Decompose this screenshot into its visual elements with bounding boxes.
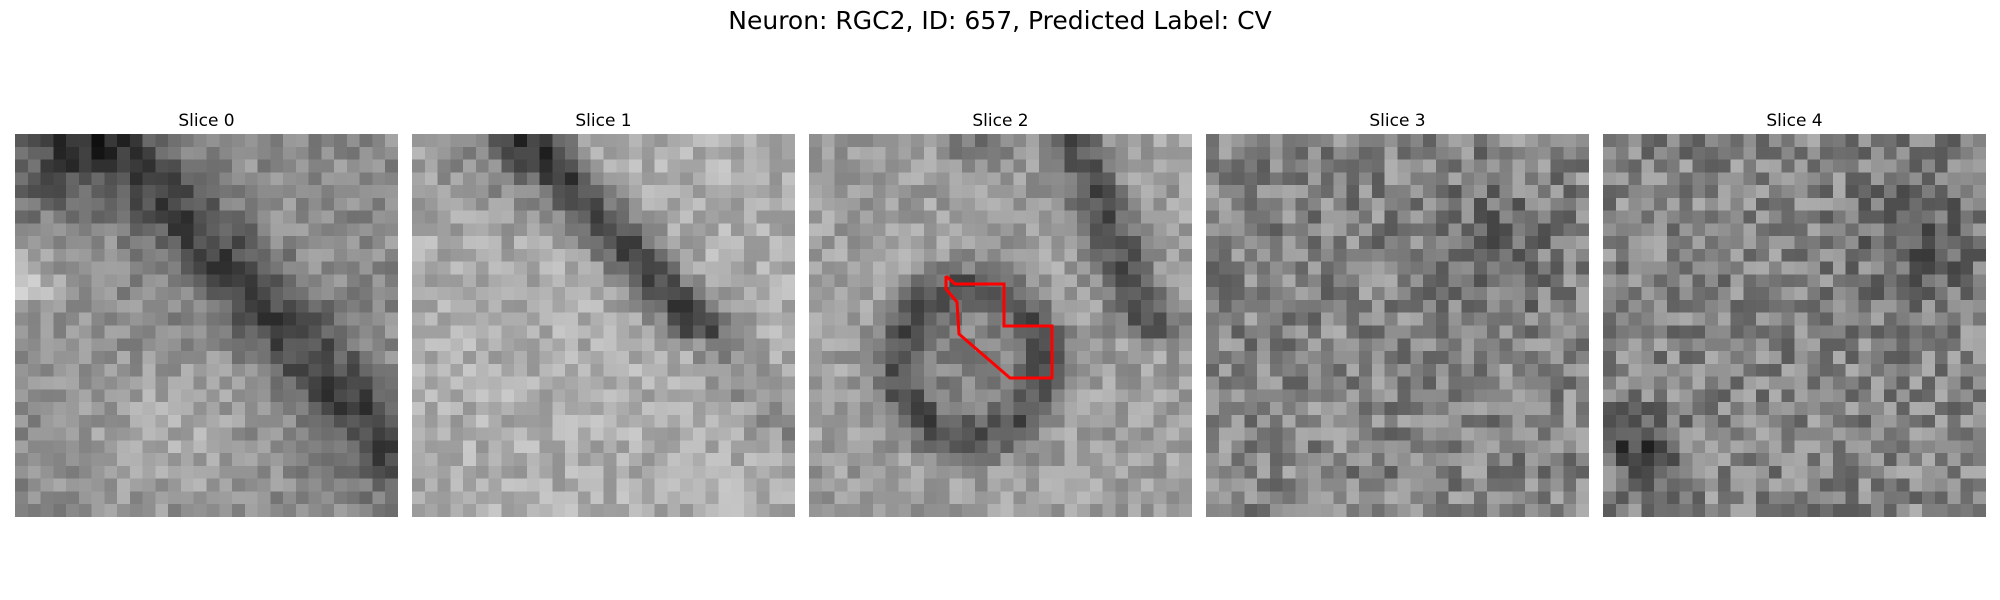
figure-title: Neuron: RGC2, ID: 657, Predicted Label: … xyxy=(0,6,2000,35)
slice-image-2 xyxy=(809,134,1192,517)
slice-image-3 xyxy=(1206,134,1589,517)
slice-panel-2: Slice 2 xyxy=(809,108,1192,517)
slice-title-3: Slice 3 xyxy=(1206,108,1589,134)
slice-title-1: Slice 1 xyxy=(412,108,795,134)
slice-title-2: Slice 2 xyxy=(809,108,1192,134)
slice-title-4: Slice 4 xyxy=(1603,108,1986,134)
slice-image-4 xyxy=(1603,134,1986,517)
slice-title-0: Slice 0 xyxy=(15,108,398,134)
slice-image-1 xyxy=(412,134,795,517)
slice-panel-4: Slice 4 xyxy=(1603,108,1986,517)
slice-image-0 xyxy=(15,134,398,517)
slice-panel-0: Slice 0 xyxy=(15,108,398,517)
slice-panel-3: Slice 3 xyxy=(1206,108,1589,517)
slice-panel-1: Slice 1 xyxy=(412,108,795,517)
